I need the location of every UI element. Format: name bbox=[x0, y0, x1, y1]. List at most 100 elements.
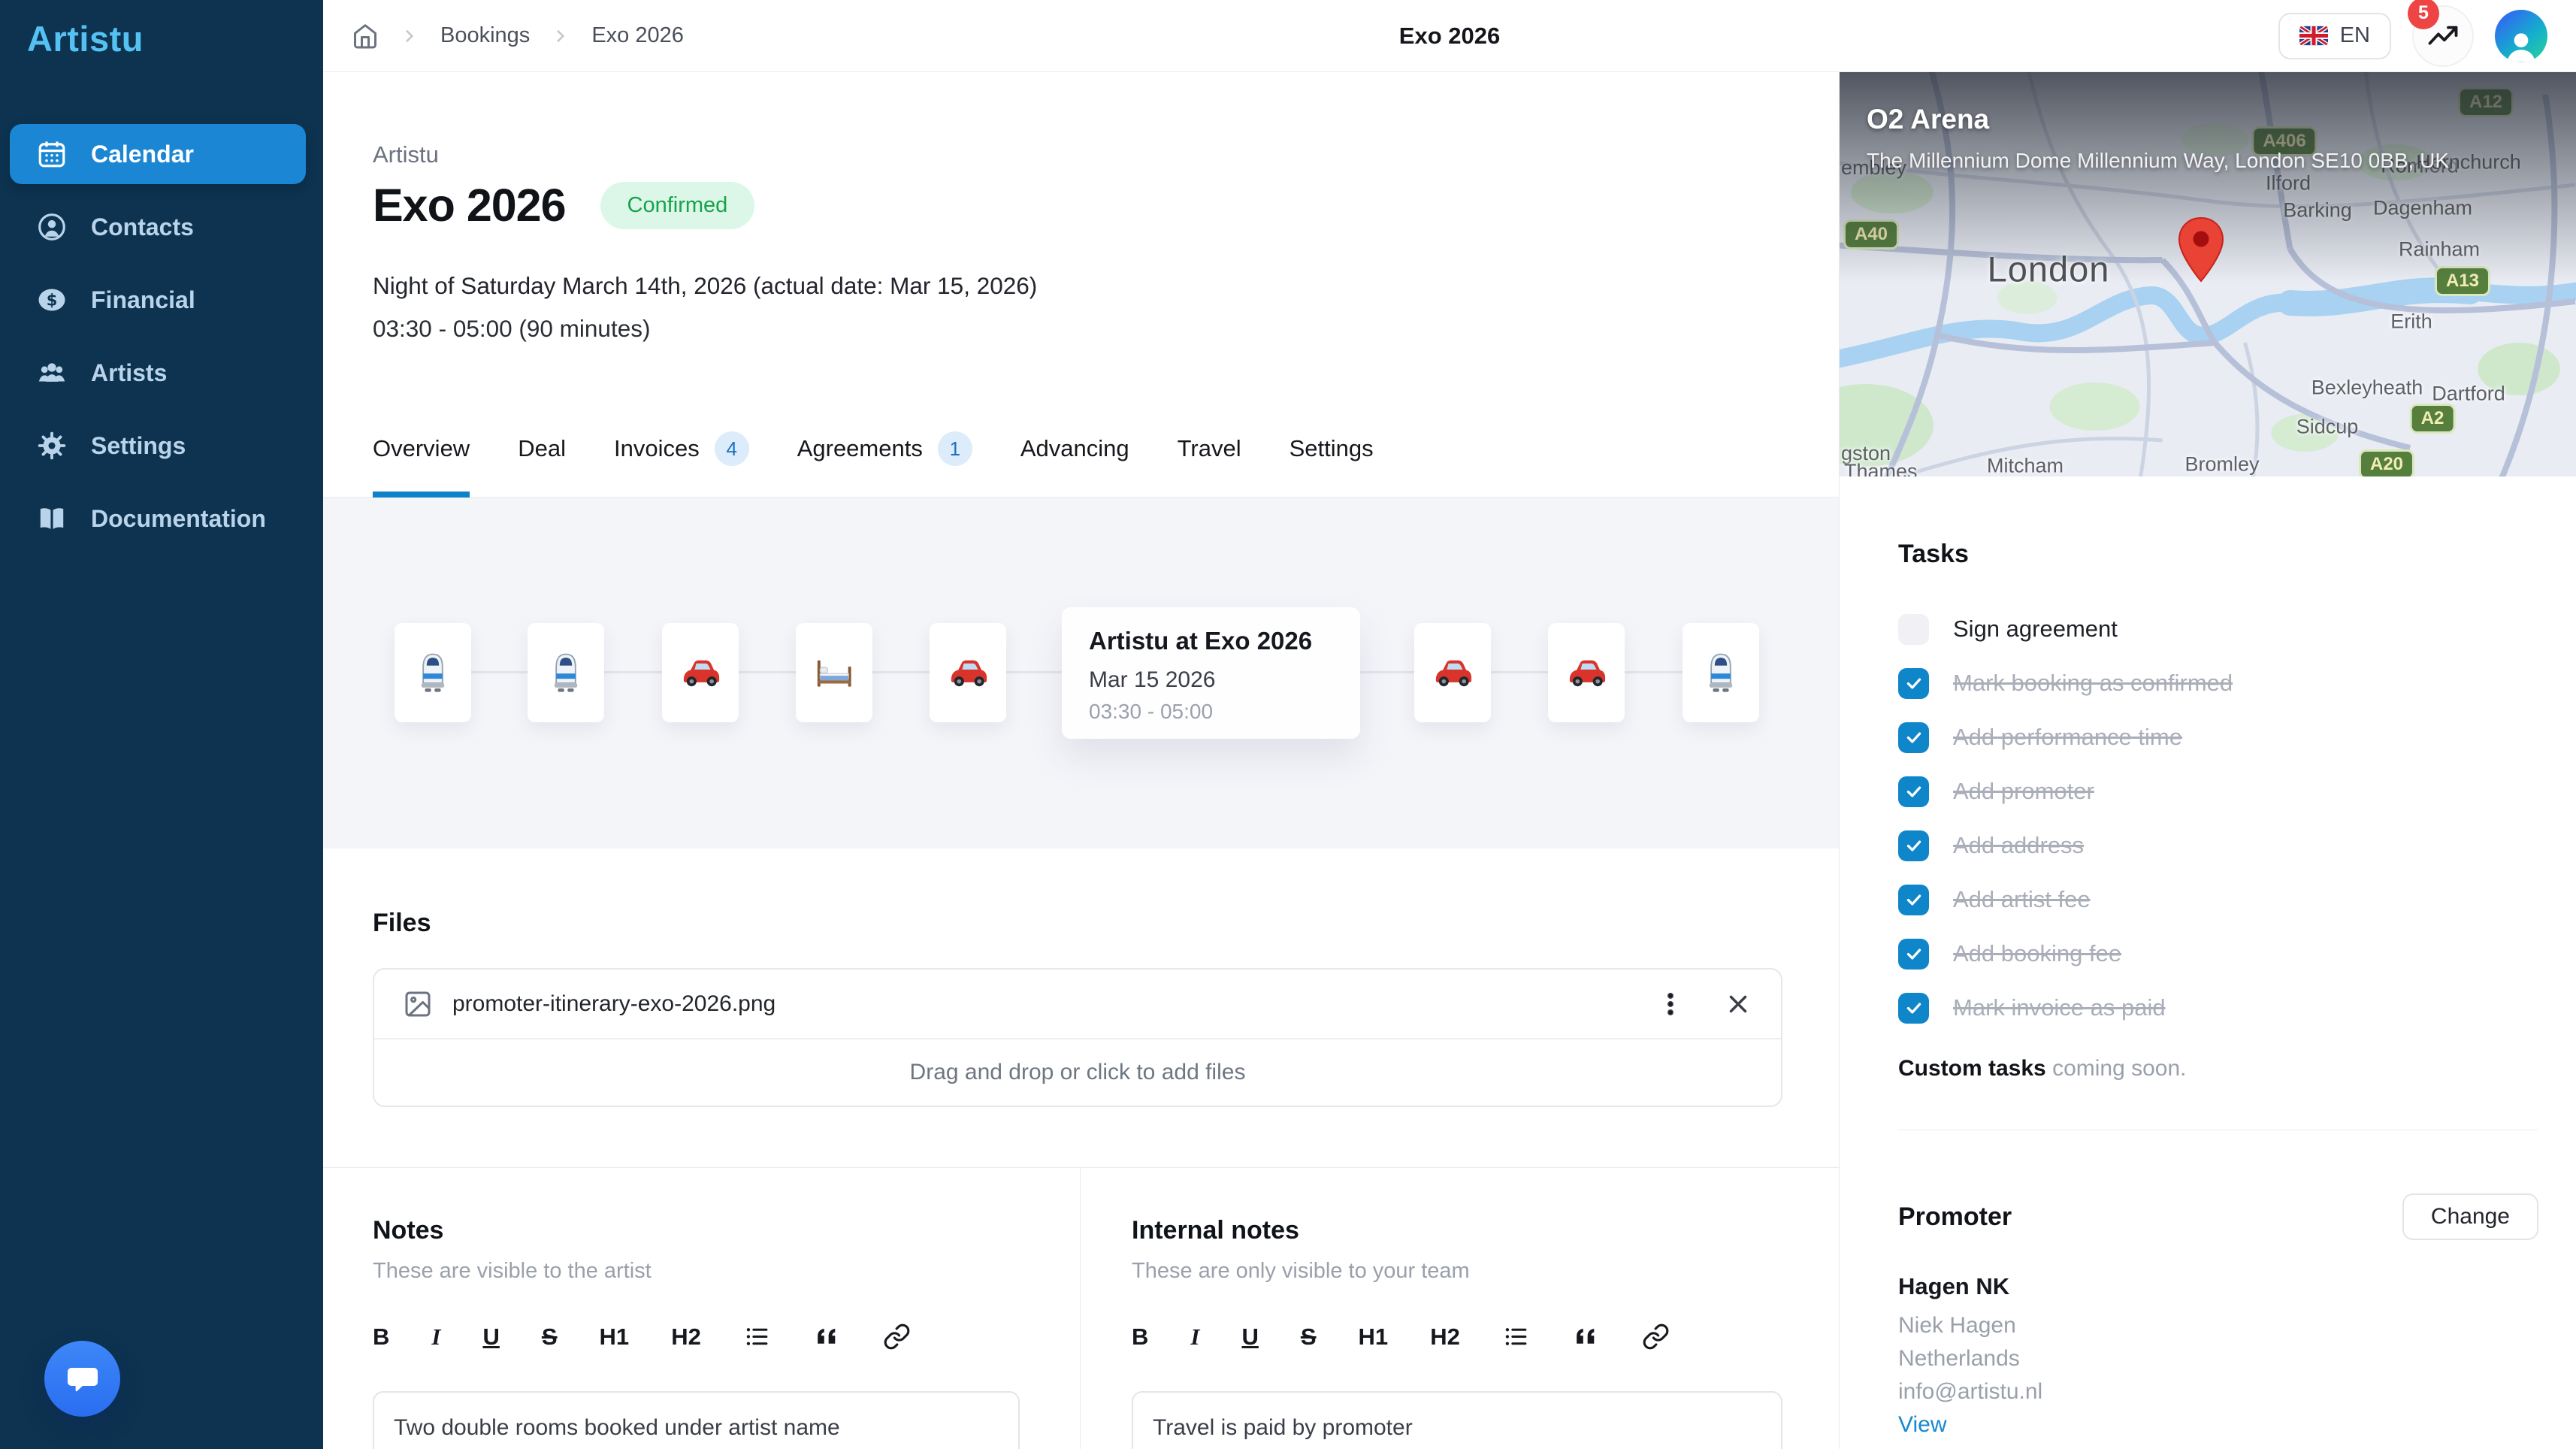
gear-icon bbox=[35, 429, 68, 462]
list-button[interactable] bbox=[1502, 1323, 1530, 1351]
strikethrough-button[interactable]: S bbox=[542, 1325, 558, 1348]
link-button[interactable] bbox=[1642, 1323, 1670, 1351]
timeline-item-car[interactable] bbox=[930, 623, 1006, 722]
kebab-menu-icon[interactable] bbox=[1656, 990, 1685, 1018]
task-mark-invoice-paid[interactable]: Mark invoice as paid bbox=[1898, 981, 2538, 1035]
bold-button[interactable]: B bbox=[373, 1325, 389, 1348]
car-icon bbox=[947, 652, 989, 694]
sidebar-item-documentation[interactable]: Documentation bbox=[10, 489, 306, 549]
artist-name: Artistu bbox=[373, 141, 1839, 168]
map-pin-icon bbox=[2177, 216, 2225, 284]
strikethrough-button[interactable]: S bbox=[1301, 1325, 1317, 1348]
map-label: Bromley bbox=[2184, 453, 2259, 476]
checkbox-checked[interactable] bbox=[1898, 668, 1929, 699]
sidebar-item-contacts[interactable]: Contacts bbox=[10, 197, 306, 257]
task-add-promoter[interactable]: Add promoter bbox=[1898, 764, 2538, 818]
checkbox-checked[interactable] bbox=[1898, 722, 1929, 753]
promoter-country: Netherlands bbox=[1898, 1342, 2538, 1375]
notes-heading: Notes bbox=[373, 1216, 1020, 1245]
timeline-item-train[interactable] bbox=[528, 623, 604, 722]
notes-section: Notes These are visible to the artist B … bbox=[323, 1167, 1839, 1449]
tasks-heading: Tasks bbox=[1898, 540, 2538, 569]
h1-button[interactable]: H1 bbox=[1359, 1325, 1389, 1348]
timeline-item-hotel[interactable] bbox=[796, 623, 872, 722]
underline-button[interactable]: U bbox=[1241, 1325, 1258, 1348]
booking-tabs: Overview Deal Invoices4 Agreements1 Adva… bbox=[323, 431, 1839, 498]
train-icon bbox=[1700, 652, 1742, 694]
event-time: 03:30 - 05:00 bbox=[1089, 700, 1333, 724]
checkbox-unchecked[interactable] bbox=[1898, 614, 1929, 645]
quote-button[interactable] bbox=[1572, 1323, 1600, 1351]
timeline-item-train[interactable] bbox=[395, 623, 471, 722]
list-icon bbox=[743, 1323, 771, 1351]
task-sign-agreement[interactable]: Sign agreement bbox=[1898, 602, 2538, 656]
checkbox-checked[interactable] bbox=[1898, 776, 1929, 807]
tab-deal[interactable]: Deal bbox=[518, 431, 566, 498]
venue-map[interactable]: Romford Ilford Hornchurch Barking Dagenh… bbox=[1840, 72, 2576, 476]
chat-bubble-icon bbox=[65, 1361, 101, 1397]
h2-button[interactable]: H2 bbox=[671, 1325, 701, 1348]
chat-button[interactable] bbox=[44, 1341, 120, 1417]
timeline-item-car[interactable] bbox=[662, 623, 739, 722]
h1-button[interactable]: H1 bbox=[600, 1325, 630, 1348]
bold-button[interactable]: B bbox=[1132, 1325, 1148, 1348]
file-dropzone[interactable]: Drag and drop or click to add files bbox=[374, 1038, 1781, 1106]
map-label: Erith bbox=[2390, 310, 2432, 334]
task-add-performance-time[interactable]: Add performance time bbox=[1898, 710, 2538, 764]
italic-button[interactable]: I bbox=[1190, 1325, 1199, 1348]
checkbox-checked[interactable] bbox=[1898, 993, 1929, 1024]
task-mark-booking-confirmed[interactable]: Mark booking as confirmed bbox=[1898, 656, 2538, 710]
tab-agreements[interactable]: Agreements1 bbox=[797, 431, 972, 498]
checkbox-checked[interactable] bbox=[1898, 885, 1929, 915]
avatar[interactable] bbox=[2495, 10, 2547, 62]
language-button[interactable]: EN bbox=[2278, 13, 2391, 59]
task-add-artist-fee[interactable]: Add artist fee bbox=[1898, 873, 2538, 927]
internal-notes-textarea[interactable]: Travel is paid by promoter bbox=[1132, 1391, 1782, 1449]
sidebar-item-artists[interactable]: Artists bbox=[10, 343, 306, 403]
h2-button[interactable]: H2 bbox=[1430, 1325, 1460, 1348]
notes-textarea[interactable]: Two double rooms booked under artist nam… bbox=[373, 1391, 1020, 1449]
close-icon[interactable] bbox=[1724, 990, 1752, 1018]
custom-tasks-note: Custom tasks coming soon. bbox=[1898, 1056, 2538, 1081]
checkbox-checked[interactable] bbox=[1898, 830, 1929, 861]
notification-badge: 5 bbox=[2408, 0, 2439, 29]
view-promoter-link[interactable]: View bbox=[1898, 1408, 2538, 1441]
task-add-booking-fee[interactable]: Add booking fee bbox=[1898, 927, 2538, 981]
tab-advancing[interactable]: Advancing bbox=[1020, 431, 1129, 498]
road-badge: A20 bbox=[2359, 449, 2414, 476]
task-add-address[interactable]: Add address bbox=[1898, 818, 2538, 873]
tab-settings[interactable]: Settings bbox=[1290, 431, 1374, 498]
svg-text:$: $ bbox=[47, 291, 58, 309]
notes-toolbar: B I U S H1 H2 bbox=[373, 1323, 1020, 1351]
timeline-item-train[interactable] bbox=[1683, 623, 1759, 722]
topbar-actions: EN 5 bbox=[2278, 5, 2547, 67]
quote-button[interactable] bbox=[813, 1323, 841, 1351]
change-promoter-button[interactable]: Change bbox=[2402, 1193, 2538, 1240]
venue-name: O2 Arena bbox=[1867, 104, 1989, 135]
timeline-item-car[interactable] bbox=[1548, 623, 1625, 722]
sidebar-item-settings[interactable]: Settings bbox=[10, 416, 306, 476]
link-button[interactable] bbox=[883, 1323, 911, 1351]
sidebar-item-financial[interactable]: $ Financial bbox=[10, 270, 306, 330]
tab-invoices[interactable]: Invoices4 bbox=[614, 431, 749, 498]
tab-travel[interactable]: Travel bbox=[1178, 431, 1241, 498]
sidebar-item-label: Documentation bbox=[91, 505, 266, 533]
home-icon[interactable] bbox=[352, 23, 379, 50]
tasks-section: Tasks Sign agreement Mark booking as con… bbox=[1840, 476, 2576, 1130]
file-row[interactable]: promoter-itinerary-exo-2026.png bbox=[374, 970, 1781, 1038]
notes-column: Notes These are visible to the artist B … bbox=[323, 1168, 1080, 1449]
list-button[interactable] bbox=[743, 1323, 771, 1351]
venue-address: The Millennium Dome Millennium Way, Lond… bbox=[1867, 149, 2449, 173]
car-icon bbox=[679, 652, 721, 694]
invoices-count-badge: 4 bbox=[715, 431, 749, 466]
activity-button[interactable]: 5 bbox=[2412, 5, 2474, 67]
tab-overview[interactable]: Overview bbox=[373, 431, 470, 498]
sidebar-item-calendar[interactable]: Calendar bbox=[10, 124, 306, 184]
underline-button[interactable]: U bbox=[482, 1325, 499, 1348]
italic-button[interactable]: I bbox=[431, 1325, 440, 1348]
breadcrumb-current[interactable]: Exo 2026 bbox=[591, 23, 684, 48]
timeline-item-car[interactable] bbox=[1414, 623, 1491, 722]
checkbox-checked[interactable] bbox=[1898, 939, 1929, 970]
timeline-event-card[interactable]: Artistu at Exo 2026 Mar 15 2026 03:30 - … bbox=[1062, 607, 1360, 739]
breadcrumb-bookings[interactable]: Bookings bbox=[440, 23, 530, 48]
